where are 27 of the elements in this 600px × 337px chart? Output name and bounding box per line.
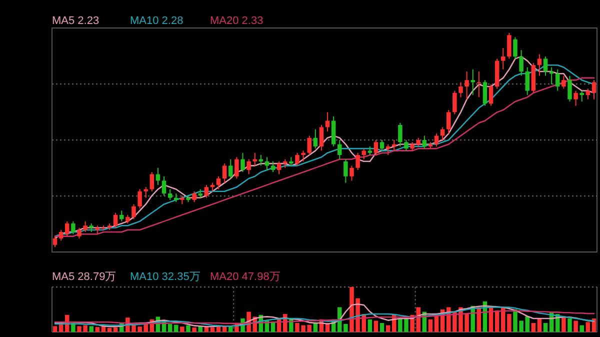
bar <box>168 324 172 332</box>
bar <box>380 323 384 332</box>
bar <box>192 328 196 332</box>
bar <box>543 323 548 332</box>
bar <box>52 326 58 332</box>
bar <box>537 318 542 332</box>
bar <box>374 320 378 332</box>
bar <box>186 325 190 332</box>
bar <box>368 319 372 332</box>
bar <box>428 319 433 332</box>
bar <box>574 320 578 332</box>
bar <box>531 323 536 332</box>
bar <box>107 328 112 332</box>
bar <box>113 328 118 332</box>
bar <box>586 322 590 332</box>
bar <box>568 318 572 332</box>
bar <box>210 328 215 332</box>
bar <box>228 326 233 332</box>
bar <box>434 316 439 332</box>
bar <box>95 327 100 332</box>
bar <box>174 324 178 332</box>
legend: MA5 2.23 MA10 2.28 MA20 2.33 <box>52 15 264 27</box>
bar <box>180 326 184 332</box>
bar <box>89 326 94 332</box>
bar <box>386 325 390 332</box>
legend: MA5 28.79万 MA10 32.35万 MA20 47.98万 <box>52 271 280 283</box>
bar <box>580 325 584 332</box>
